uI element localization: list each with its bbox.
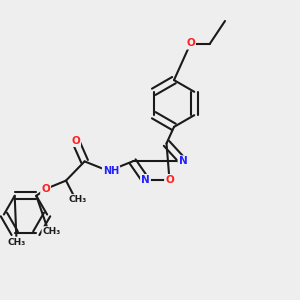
Text: O: O <box>71 136 80 146</box>
Text: O: O <box>41 184 50 194</box>
Text: O: O <box>165 175 174 185</box>
Text: N: N <box>141 175 150 185</box>
Text: CH₃: CH₃ <box>69 195 87 204</box>
Text: CH₃: CH₃ <box>43 227 61 236</box>
Text: CH₃: CH₃ <box>8 238 26 247</box>
Text: NH: NH <box>103 166 119 176</box>
Text: O: O <box>186 38 195 49</box>
Text: N: N <box>178 156 188 167</box>
